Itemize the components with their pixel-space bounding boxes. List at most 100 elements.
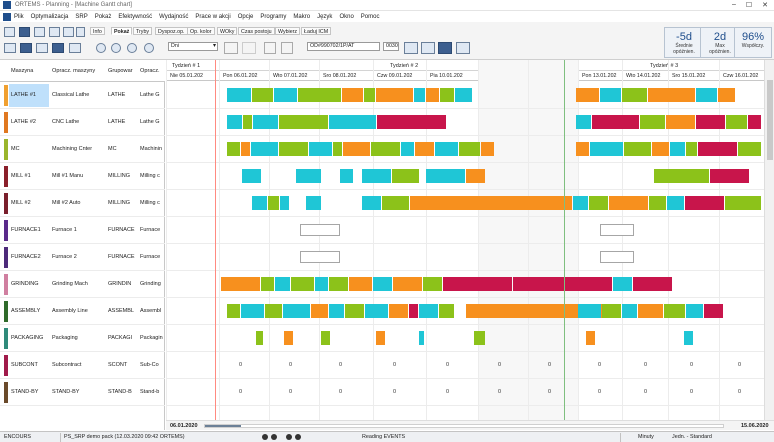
operation-bar[interactable] xyxy=(652,142,669,156)
operation-bar[interactable] xyxy=(686,142,697,156)
operation-bar[interactable] xyxy=(279,115,328,129)
operation-bar[interactable] xyxy=(590,142,623,156)
operation-bar[interactable] xyxy=(622,88,647,102)
operation-bar[interactable] xyxy=(280,196,289,210)
operation-bar[interactable] xyxy=(698,142,737,156)
operation-bar[interactable] xyxy=(704,304,723,318)
machine-row[interactable]: SUBCONT Subcontract SCONT Sub-Co xyxy=(0,352,165,379)
calendar-icon[interactable] xyxy=(69,43,81,53)
operation-bar[interactable] xyxy=(419,331,424,345)
operation-bar[interactable] xyxy=(274,88,297,102)
status-unit-standard[interactable]: Jedn. - Standard xyxy=(672,434,712,440)
furnace-slot[interactable] xyxy=(600,251,634,263)
furnace-slot[interactable] xyxy=(600,224,634,236)
open-icon[interactable] xyxy=(34,27,45,37)
furnace-slot[interactable] xyxy=(300,251,340,263)
operation-bar[interactable] xyxy=(251,142,278,156)
operation-bar[interactable] xyxy=(279,142,308,156)
operation-bar[interactable] xyxy=(624,142,651,156)
operation-bar[interactable] xyxy=(306,196,321,210)
timeline-track[interactable] xyxy=(204,424,724,428)
operation-bar[interactable] xyxy=(576,115,591,129)
operation-bar[interactable] xyxy=(392,169,419,183)
operation-bar[interactable] xyxy=(459,142,480,156)
operation-bar[interactable] xyxy=(241,304,264,318)
operation-bar[interactable] xyxy=(342,88,363,102)
operation-bar[interactable] xyxy=(329,304,344,318)
operation-bar[interactable] xyxy=(333,142,342,156)
machine-row[interactable]: MILL #1 Mill #1 Manu MILLING Milling c xyxy=(0,163,165,190)
minimize-icon[interactable]: – xyxy=(731,1,736,8)
operation-bar[interactable] xyxy=(440,88,454,102)
operation-bar[interactable] xyxy=(638,304,663,318)
operation-bar[interactable] xyxy=(389,304,408,318)
period-select[interactable]: Dni xyxy=(168,42,218,51)
operation-bar[interactable] xyxy=(321,331,330,345)
operation-bar[interactable] xyxy=(602,304,621,318)
operation-bar[interactable] xyxy=(265,304,282,318)
operation-bar[interactable] xyxy=(613,277,632,291)
operation-bar[interactable] xyxy=(738,142,761,156)
operation-bar[interactable] xyxy=(221,277,260,291)
operation-bar[interactable] xyxy=(576,88,599,102)
operation-bar[interactable] xyxy=(415,142,434,156)
machine-row[interactable]: PACKAGING Packaging PACKAGI Packagin xyxy=(0,325,165,352)
operation-bar[interactable] xyxy=(283,304,310,318)
tab-show[interactable]: Pokaż xyxy=(111,27,133,35)
operation-bar[interactable] xyxy=(410,196,449,210)
operation-bar[interactable] xyxy=(414,88,425,102)
operation-bar[interactable] xyxy=(309,142,332,156)
operation-bar[interactable] xyxy=(227,304,240,318)
operation-bar[interactable] xyxy=(371,142,400,156)
operation-bar[interactable] xyxy=(710,169,749,183)
tab-info[interactable]: Info xyxy=(90,27,105,35)
close-icon[interactable]: ✕ xyxy=(762,2,768,9)
network-icon[interactable] xyxy=(438,42,452,54)
tab-dispatch[interactable]: Dyspoz.op. xyxy=(155,27,188,35)
operation-bar[interactable] xyxy=(252,88,273,102)
operation-bar[interactable] xyxy=(696,115,725,129)
tab-load-icm[interactable]: Ładuj ICM xyxy=(301,27,332,35)
operation-bar[interactable] xyxy=(578,304,601,318)
operation-bar[interactable] xyxy=(686,304,703,318)
zoom-out-icon[interactable] xyxy=(144,43,154,53)
operation-bar[interactable] xyxy=(376,88,413,102)
menu-macro[interactable]: Makro xyxy=(293,13,311,20)
operation-bar[interactable] xyxy=(481,142,494,156)
operation-bar[interactable] xyxy=(633,277,672,291)
menu-efficiency[interactable]: Efektywność xyxy=(118,13,153,20)
operation-bar[interactable] xyxy=(423,277,442,291)
menu-language[interactable]: Język xyxy=(317,13,333,20)
operation-bar[interactable] xyxy=(252,196,267,210)
operation-bar[interactable] xyxy=(435,142,458,156)
timeline-thumb[interactable] xyxy=(205,425,241,427)
operation-bar[interactable] xyxy=(725,196,761,210)
menu-capacity[interactable]: Wydajność xyxy=(159,13,189,20)
machine-row[interactable]: MILL #2 Mill #2 Auto MILLING Milling c xyxy=(0,190,165,217)
operation-bar[interactable] xyxy=(474,331,485,345)
operation-bar[interactable] xyxy=(466,304,605,318)
crosshair-icon[interactable] xyxy=(242,42,256,54)
operation-bar[interactable] xyxy=(455,88,472,102)
operation-bar[interactable] xyxy=(291,277,314,291)
machine-row[interactable]: LATHE #2 CNC Lathe LATHE Lathe G xyxy=(0,109,165,136)
operation-bar[interactable] xyxy=(376,331,385,345)
quantity-field[interactable]: 0030 xyxy=(383,42,399,51)
operation-bar[interactable] xyxy=(419,304,438,318)
operation-bar[interactable] xyxy=(466,169,485,183)
operation-bar[interactable] xyxy=(362,196,381,210)
order-list-icon[interactable] xyxy=(404,42,418,54)
operation-bar[interactable] xyxy=(256,331,263,345)
grid-icon[interactable] xyxy=(4,43,16,53)
operation-bar[interactable] xyxy=(592,115,639,129)
new-icon[interactable] xyxy=(4,27,15,37)
horizontal-scrollbar[interactable]: 06.01.2020 15.06.2020 xyxy=(166,420,774,430)
operation-bar[interactable] xyxy=(298,88,341,102)
operation-bar[interactable] xyxy=(393,277,422,291)
tab-op-color[interactable]: Op. kolor xyxy=(187,27,215,35)
filter-icon[interactable] xyxy=(76,27,85,37)
save-icon[interactable] xyxy=(19,27,30,37)
machine-row[interactable]: ASSEMBLY Assembly Line ASSEMBL Assembl xyxy=(0,298,165,325)
operation-bar[interactable] xyxy=(373,277,392,291)
settings-icon[interactable] xyxy=(63,27,74,37)
